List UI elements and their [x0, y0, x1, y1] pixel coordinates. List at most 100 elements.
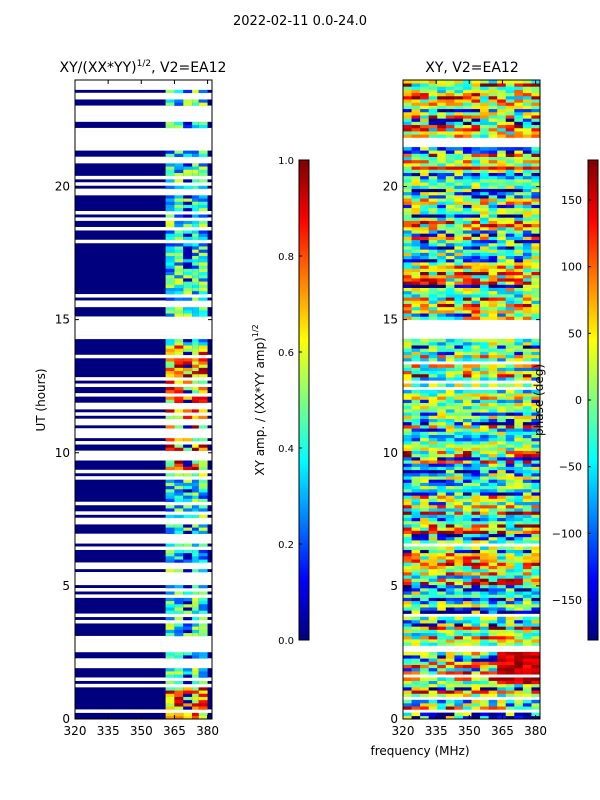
heat-cell [454, 198, 464, 202]
heat-cell [522, 389, 532, 394]
heat-cell [420, 306, 429, 311]
heat-cell [454, 651, 464, 656]
heat-cell [480, 536, 489, 541]
heat-cell [454, 297, 464, 301]
heat-cell [522, 249, 532, 253]
heat-cell [462, 351, 472, 356]
heat-cell [420, 310, 429, 314]
heat-cell [488, 441, 498, 445]
heat-cell [531, 290, 541, 295]
heat-cell [420, 703, 429, 707]
heat-cell [505, 639, 515, 643]
heat-cell [471, 562, 481, 566]
heat-cell [505, 415, 515, 419]
y-tick-label: 0 [62, 712, 70, 726]
heat-cell [198, 262, 208, 266]
heat-cell [403, 584, 412, 589]
heat-cell [497, 559, 507, 563]
heat-cell [514, 80, 524, 84]
heat-cell [420, 434, 429, 439]
heat-cell [480, 134, 489, 138]
heat-cell [192, 99, 199, 103]
heat-cell [198, 252, 208, 257]
heat-cell [471, 511, 481, 515]
heat-cell [403, 680, 412, 685]
heat-cell [522, 115, 532, 119]
heat-cell [454, 610, 464, 614]
heat-cell [505, 425, 515, 429]
heat-cell [522, 150, 532, 154]
heat-cell [522, 364, 532, 368]
heat-cell [488, 191, 498, 196]
heat-cell [514, 83, 524, 87]
heat-cell [428, 249, 438, 253]
heat-cell [471, 530, 481, 534]
heat-cell [454, 278, 464, 282]
heat-cell [471, 412, 481, 416]
heat-cell [445, 508, 455, 512]
heat-cell [403, 699, 412, 704]
heat-cell [198, 236, 208, 241]
heat-cell [497, 274, 507, 279]
heat-cell [445, 629, 455, 634]
heat-cell [480, 568, 489, 573]
heat-cell [437, 533, 447, 538]
heat-cell [428, 316, 438, 320]
heat-cell [454, 169, 464, 173]
heat-cell [462, 616, 472, 621]
heat-cell [192, 386, 199, 391]
heat-cell [522, 520, 532, 525]
flagged-row [75, 83, 212, 87]
heat-cell [454, 693, 464, 697]
heat-cell [454, 150, 464, 154]
heat-cell [411, 466, 421, 471]
heat-cell [462, 588, 472, 592]
heat-cell [505, 86, 515, 90]
heat-cell [522, 463, 532, 467]
heat-cell [183, 233, 193, 237]
heat-cell [445, 482, 455, 487]
heat-cell [505, 508, 515, 512]
heat-cell [165, 514, 175, 519]
heat-cell [420, 338, 429, 343]
heat-cell [471, 658, 481, 662]
heat-cell [514, 262, 524, 266]
heat-cell [471, 310, 481, 314]
heat-cell [428, 147, 438, 151]
heat-cell [445, 492, 455, 496]
heat-cell [198, 444, 208, 448]
heat-cell [403, 134, 412, 138]
heat-cell [505, 316, 515, 320]
heat-cell [505, 524, 515, 528]
heat-cell [480, 632, 489, 637]
heat-cell [403, 182, 412, 186]
heat-cell [497, 504, 507, 509]
heat-cell [428, 712, 438, 717]
flagged-row [75, 118, 212, 122]
heat-cell [454, 313, 464, 317]
heat-cell [462, 655, 472, 659]
heat-cell [514, 182, 524, 186]
heat-cell [514, 242, 524, 247]
heat-cell [437, 680, 447, 685]
heat-cell [497, 530, 507, 534]
heat-cell [471, 635, 481, 640]
heat-cell [522, 655, 532, 659]
heat-cell [420, 210, 429, 215]
heat-cell [522, 607, 532, 611]
heat-cell [462, 150, 472, 154]
heat-cell [192, 150, 199, 154]
heat-cell [183, 674, 193, 678]
heat-cell [198, 498, 208, 503]
heat-cell [403, 271, 412, 276]
heat-cell [403, 616, 412, 621]
heat-cell [403, 393, 412, 397]
heat-cell [428, 265, 438, 269]
heat-cell [462, 642, 472, 646]
heat-cell [437, 626, 447, 630]
heat-cell [462, 131, 472, 135]
heat-cell [174, 310, 184, 314]
heat-cell [198, 399, 208, 403]
heat-cell [403, 306, 412, 311]
heat-cell [462, 495, 472, 499]
